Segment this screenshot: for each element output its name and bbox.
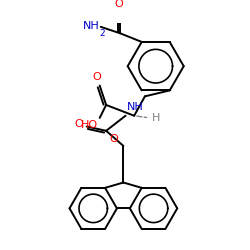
Text: H: H [152, 113, 160, 123]
Text: 2: 2 [100, 29, 105, 38]
Text: HO: HO [80, 120, 98, 130]
Text: NH: NH [83, 21, 100, 31]
Text: O: O [75, 119, 84, 129]
Text: O: O [92, 72, 101, 82]
Text: O: O [115, 0, 124, 8]
Text: NH: NH [126, 102, 143, 113]
Text: O: O [109, 134, 118, 144]
